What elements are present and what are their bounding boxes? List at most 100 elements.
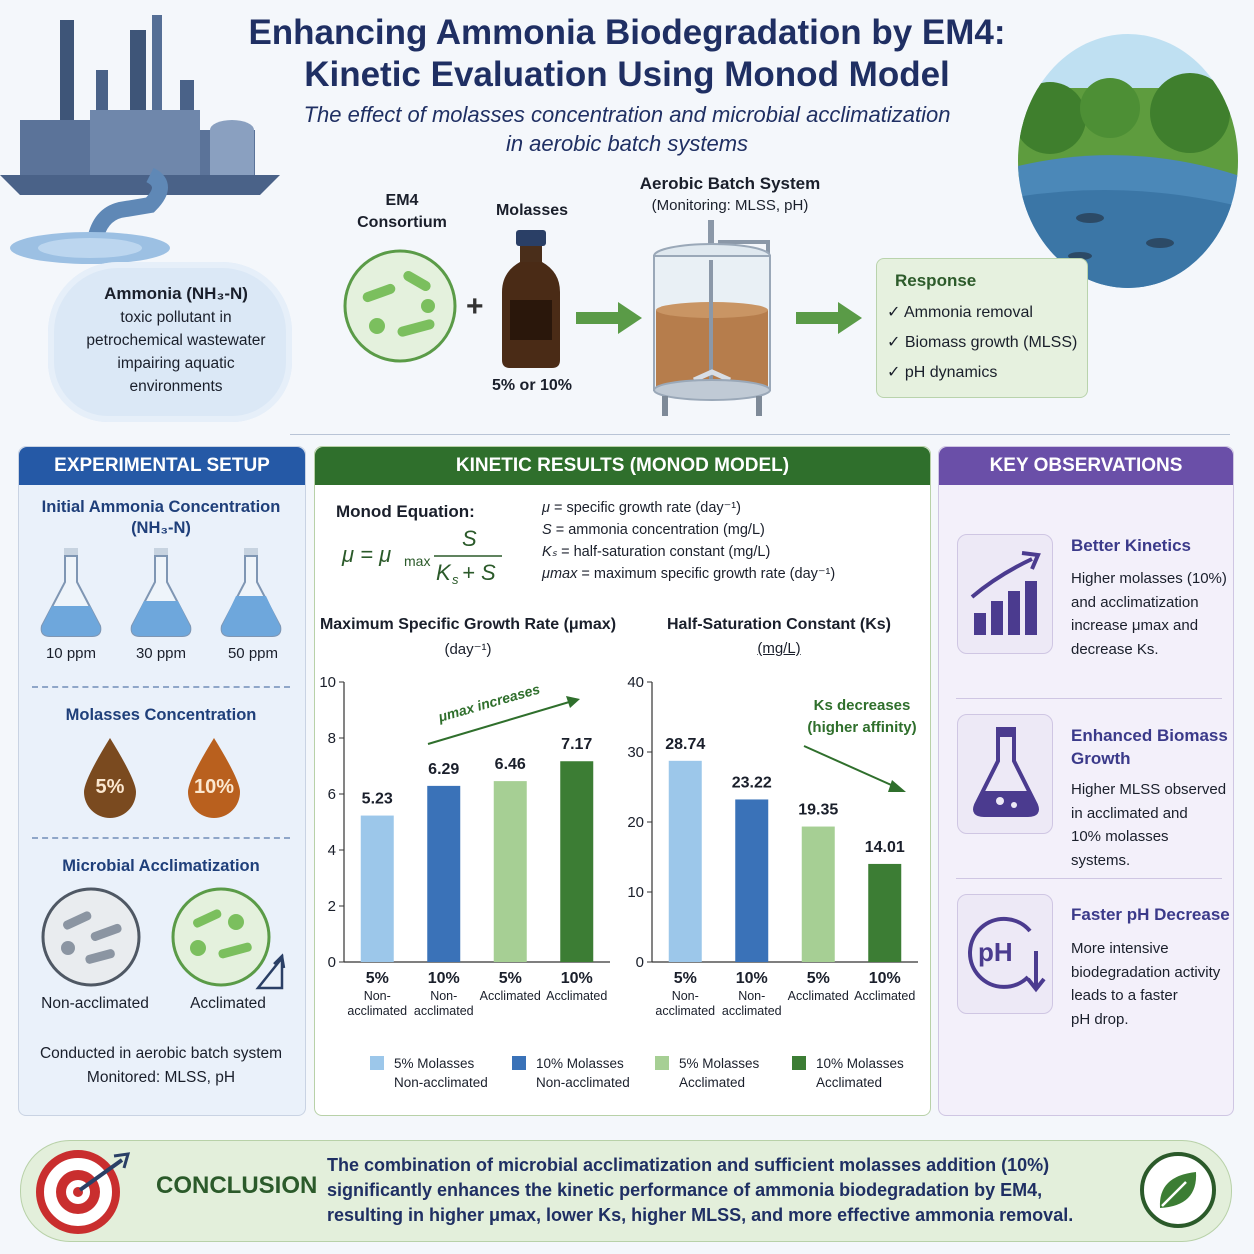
arrow-right-icon-2	[796, 302, 862, 334]
x-tick-sublabel: acclimated	[722, 1004, 782, 1018]
em4-microbe-icon	[343, 249, 457, 363]
y-tick-label: 20	[627, 814, 644, 831]
x-tick-sublabel: Non-	[430, 989, 457, 1003]
drop-icon	[188, 738, 240, 818]
data-label: 28.74	[665, 736, 705, 753]
page-subtitle: The effect of molasses concentration and…	[303, 102, 951, 156]
bar-chart-icon	[970, 551, 1041, 635]
svg-text:S: S	[462, 526, 477, 551]
chart2-unit: (mg/L)	[757, 640, 801, 657]
data-label: 6.46	[495, 756, 526, 773]
data-label: 5.23	[362, 791, 393, 808]
legend-swatch	[655, 1056, 669, 1070]
monod-equation-label: Monod Equation:	[336, 502, 475, 521]
data-label: 14.01	[865, 839, 905, 856]
factory-illustration	[0, 15, 280, 264]
data-label: 7.17	[561, 736, 592, 753]
y-tick-label: 8	[328, 730, 336, 747]
x-tick-label: 10%	[869, 970, 901, 987]
bar	[560, 761, 594, 962]
data-label: 6.29	[428, 761, 459, 778]
x-tick-sublabel: Acclimated	[788, 989, 849, 1003]
flask-icon	[130, 548, 192, 637]
river-illustration	[1018, 34, 1238, 288]
chart1-title: Maximum Specific Growth Rate (μmax)	[319, 616, 617, 633]
svg-text:μ = μ: μ = μ	[341, 542, 391, 567]
svg-text:s: s	[452, 572, 459, 587]
observation-title: Faster pH Decrease	[1071, 905, 1230, 924]
conclusion-banner	[20, 1140, 1232, 1242]
x-tick-label: 5%	[674, 970, 697, 987]
divider	[290, 434, 1230, 435]
ph-text: pH	[978, 937, 1013, 967]
chart-annotation: μmax increases	[435, 681, 541, 726]
observation-text: Higher molasses (10%) and acclimatizatio…	[1071, 570, 1227, 658]
flask-label: 30 ppm	[135, 645, 187, 662]
x-tick-sublabel: Non-	[738, 989, 765, 1003]
flask-icon	[973, 727, 1039, 817]
observation-icon-box	[957, 534, 1053, 654]
x-tick-label: 5%	[366, 970, 389, 987]
monod-equation: μ = μ max S K s + S	[341, 526, 502, 587]
x-tick-sublabel: acclimated	[655, 1004, 715, 1018]
definition-item: μ = specific growth rate (day⁻¹)	[542, 500, 741, 516]
x-tick-sublabel: Acclimated	[854, 989, 915, 1003]
svg-text:K: K	[436, 560, 452, 585]
non-acclimated-microbe-icon	[41, 887, 141, 987]
definition-item: S = ammonia concentration (mg/L)	[542, 522, 765, 538]
observation-text: Higher MLSS observed in acclimated and 1…	[1071, 781, 1227, 869]
divider	[956, 878, 1222, 879]
x-tick-label: 10%	[561, 970, 593, 987]
drop-label: 5%	[95, 776, 125, 798]
svg-text:+ S: + S	[462, 560, 496, 585]
x-tick-sublabel: Acclimated	[480, 989, 541, 1003]
bar	[735, 799, 769, 962]
batch-subtitle: (Monitoring: MLSS, pH)	[651, 197, 809, 214]
chart2-title: Half-Saturation Constant (Ks)	[667, 616, 891, 633]
legend-swatch	[370, 1056, 384, 1070]
data-label: 23.22	[732, 774, 772, 791]
legend-swatch	[512, 1056, 526, 1070]
mumax-bar-chart: 0 2 4 6 8 10 5.23 5% Non-acclimated 6.29 10% Non-ac…	[319, 674, 610, 1018]
acclimatization-title: Microbial Acclimatization	[62, 857, 260, 875]
em4-label: EM4 Consortium	[357, 192, 447, 231]
svg-text:max: max	[404, 553, 430, 569]
conclusion-label: CONCLUSION	[156, 1172, 318, 1199]
plus-sign: +	[466, 290, 484, 323]
bar	[668, 760, 702, 962]
molasses-label: Molasses	[495, 202, 569, 219]
bar	[868, 863, 902, 962]
response-item: ✓ Ammonia removal	[887, 304, 1033, 321]
x-tick-sublabel: Non-	[672, 989, 699, 1003]
flask-icon	[220, 548, 282, 637]
divider	[956, 698, 1222, 699]
molasses-dose: 5% or 10%	[491, 377, 573, 394]
data-label: 19.35	[798, 802, 838, 819]
observation-text: More intensive biodegradation activity l…	[1071, 940, 1221, 1028]
conclusion-text: The combination of microbial acclimatiza…	[327, 1155, 1074, 1225]
ks-bar-chart: 0 10 20 30 40 28.74 5% Non-acclimated 23.22 10% No…	[627, 674, 918, 1018]
molasses-bottle-icon	[502, 230, 560, 368]
leaf-icon	[1140, 1152, 1216, 1228]
flask-set	[40, 548, 282, 637]
divider	[32, 686, 290, 688]
acclimated-label: Acclimated	[190, 995, 266, 1012]
bioreactor-icon	[653, 220, 771, 416]
x-tick-label: 5%	[807, 970, 830, 987]
bar	[427, 785, 461, 962]
molasses-title: Molasses Concentration	[65, 706, 257, 724]
response-item: ✓ Biomass growth (MLSS)	[887, 334, 1078, 351]
observation-icon-box	[957, 714, 1053, 834]
observation-title: Enhanced Biomass Growth	[1071, 726, 1228, 768]
y-tick-label: 40	[627, 674, 644, 691]
x-tick-sublabel: acclimated	[414, 1004, 474, 1018]
x-tick-sublabel: Non-	[364, 989, 391, 1003]
flask-label: 50 ppm	[227, 645, 279, 662]
drop-icon	[84, 738, 136, 818]
x-tick-label: 5%	[499, 970, 522, 987]
arrow-right-icon	[576, 302, 642, 334]
check-icon: ✓	[887, 364, 901, 381]
definition-item: Kₛ = half-saturation constant (mg/L)	[542, 544, 771, 560]
kinetic-header: KINETIC RESULTS (MONOD MODEL)	[315, 447, 930, 485]
chart1-unit: (day⁻¹)	[444, 641, 492, 658]
